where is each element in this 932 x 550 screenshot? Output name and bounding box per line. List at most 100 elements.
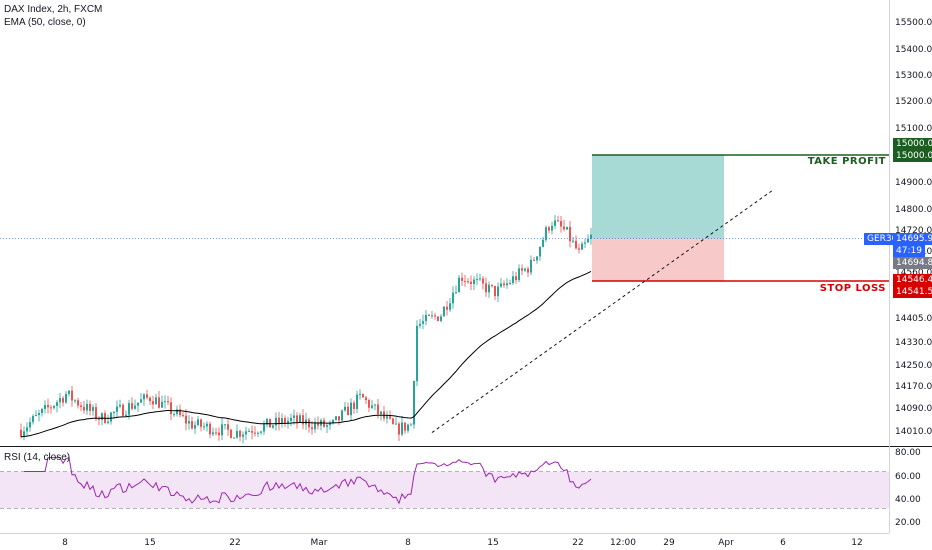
candle-body <box>206 423 208 427</box>
candle-body <box>170 402 172 415</box>
candle-body <box>566 226 568 230</box>
candle-body <box>467 281 469 283</box>
candle-body <box>56 402 58 406</box>
candle-body <box>140 399 142 403</box>
time-tick-label: 8 <box>405 538 411 548</box>
candle-body <box>368 399 370 408</box>
candle-body <box>116 406 118 412</box>
risk-reward-zones[interactable] <box>0 154 889 282</box>
prev-price-tag: 14694.84 <box>893 257 932 269</box>
candle-body <box>308 419 310 428</box>
time-tick-label: 15 <box>144 538 155 548</box>
price-tick-label: 15500.00 <box>895 18 932 28</box>
candle-body <box>410 424 412 426</box>
time-tick-label: 12:00 <box>610 538 636 548</box>
ema-legend[interactable]: EMA (50, close, 0) <box>4 17 86 28</box>
stop-loss-label: STOP LOSS <box>819 283 886 294</box>
candle-body <box>209 423 211 435</box>
candle-body <box>242 434 244 437</box>
candle-body <box>518 268 520 281</box>
candle-body <box>50 407 52 409</box>
candle-body <box>338 416 340 421</box>
price-tick-label: 14250.00 <box>895 361 932 371</box>
candle-body <box>458 277 460 293</box>
ema-line <box>20 270 592 438</box>
candle-body <box>236 430 238 438</box>
candle-body <box>284 418 286 424</box>
candle-body <box>143 394 145 400</box>
take-profit-label: TAKE PROFIT <box>807 156 886 167</box>
candle-body <box>122 404 124 416</box>
candle-body <box>539 246 541 257</box>
candle-body <box>245 431 247 435</box>
rsi-legend[interactable]: RSI (14, close) <box>4 452 71 463</box>
candle-body <box>41 408 43 413</box>
candle-body <box>560 221 562 227</box>
symbol-legend[interactable]: DAX Index, 2h, FXCM <box>4 4 103 15</box>
candle-body <box>332 419 334 423</box>
candle-body <box>293 415 295 418</box>
candle-body <box>509 283 511 285</box>
price-tick-label: 14170.00 <box>895 382 932 392</box>
candle-body <box>200 419 202 427</box>
candle-body <box>407 424 409 431</box>
candle-body <box>392 418 394 424</box>
candle-body <box>35 415 37 417</box>
price-tick-label: 15400.00 <box>895 45 932 55</box>
candle-body <box>65 393 67 403</box>
candle-body <box>581 243 583 250</box>
candle-body <box>485 283 487 293</box>
candle-body <box>254 432 256 434</box>
candle-body <box>545 227 547 240</box>
candle-body <box>380 411 382 415</box>
candle-body <box>125 414 127 416</box>
candle-body <box>74 400 76 402</box>
candle-body <box>557 220 559 222</box>
candle-body <box>173 414 175 416</box>
take-profit-zone[interactable] <box>592 155 724 239</box>
candle-body <box>149 397 151 402</box>
candle-body <box>470 281 472 285</box>
candle-body <box>107 421 109 423</box>
sl-upper-tag: 14546.40 <box>893 274 932 286</box>
candle-body <box>26 427 28 432</box>
candle-body <box>47 404 49 408</box>
price-tick-label: 15300.00 <box>895 71 932 81</box>
time-tick-label: 22 <box>572 538 583 548</box>
candle-body <box>554 220 556 226</box>
time-tick-label: Mar <box>311 538 328 548</box>
candle-body <box>479 278 481 280</box>
candle-body <box>428 314 430 316</box>
candle-body <box>287 420 289 424</box>
candle-body <box>584 242 586 244</box>
candle-body <box>341 410 343 421</box>
grid <box>0 0 932 534</box>
candle-body <box>329 422 331 426</box>
candle-body <box>413 381 415 425</box>
candle-body <box>215 432 217 434</box>
candle-body <box>425 314 427 322</box>
time-tick-label: Apr <box>718 538 734 548</box>
candle-body <box>68 390 70 394</box>
candle-body <box>212 432 214 435</box>
time-tick-label: 8 <box>62 538 68 548</box>
candle-body <box>524 268 526 271</box>
candle-body <box>335 416 337 420</box>
candle-body <box>224 424 226 426</box>
candle-body <box>119 404 121 407</box>
candle-body <box>311 427 313 430</box>
tp-lower-tag: 15000.00 <box>893 150 932 162</box>
candle-body <box>434 315 436 317</box>
candle-body <box>299 415 301 423</box>
candle-body <box>92 407 94 411</box>
candle-body <box>419 323 421 326</box>
candle-body <box>494 286 496 297</box>
candle-body <box>431 315 433 317</box>
candle-body <box>359 394 361 396</box>
price-tick-label: 14405.00 <box>895 314 932 324</box>
stop-loss-zone[interactable] <box>592 238 724 281</box>
candle-body <box>32 415 34 423</box>
candle-body <box>533 259 535 261</box>
candle-body <box>95 407 97 419</box>
